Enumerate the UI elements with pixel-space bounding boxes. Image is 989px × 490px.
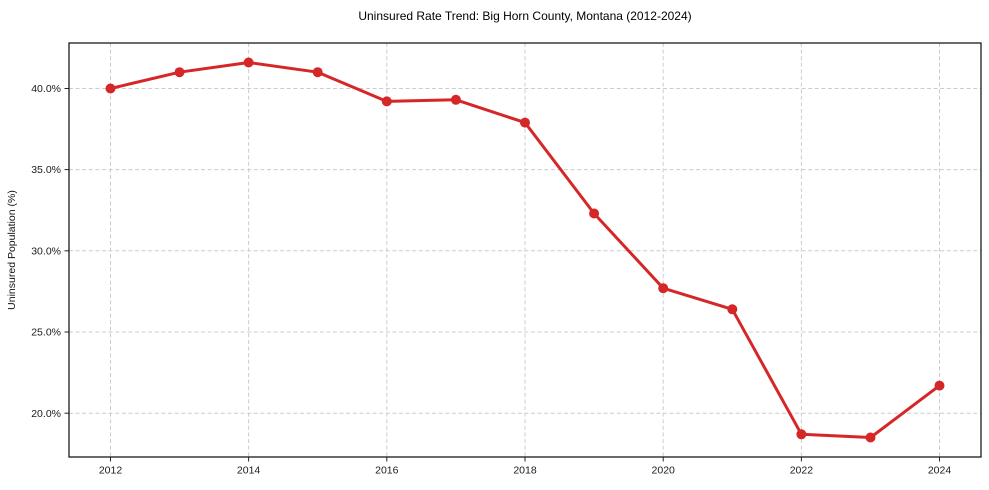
x-tick-label: 2024 [928,465,952,477]
plot-border [68,42,982,458]
y-tick-label: 20.0% [31,408,61,420]
x-tick-label: 2018 [513,465,537,477]
data-point-2021 [727,304,738,315]
data-point-2014 [243,57,254,68]
y-axis-label: Uninsured Population (%) [6,190,18,310]
x-tick-label: 2020 [652,465,676,477]
chart-title: Uninsured Rate Trend: Big Horn County, M… [358,9,691,23]
data-point-2023 [865,432,876,443]
data-point-2022 [796,429,807,440]
y-tick-label: 30.0% [31,245,61,257]
data-point-2019 [589,208,600,219]
data-point-2015 [312,67,323,78]
y-tick-label: 35.0% [31,164,61,176]
data-point-2016 [381,96,392,107]
data-point-2012 [105,83,116,94]
x-tick-label: 2022 [790,465,814,477]
y-tick-label: 25.0% [31,327,61,339]
data-point-2024 [934,380,945,391]
y-tick-label: 40.0% [31,83,61,95]
chart-layer: 20.0% 25.0% 30.0% 35.0% 40.0% 2012 2014 2016 201… [31,42,982,477]
data-point-2017 [450,94,461,105]
data-point-2020 [658,283,669,294]
data-point-2013 [174,67,185,78]
x-tick-label: 2012 [99,465,123,477]
data-point-2018 [520,117,530,128]
x-tick-label: 2014 [237,465,261,477]
x-tick-label: 2016 [375,465,399,477]
